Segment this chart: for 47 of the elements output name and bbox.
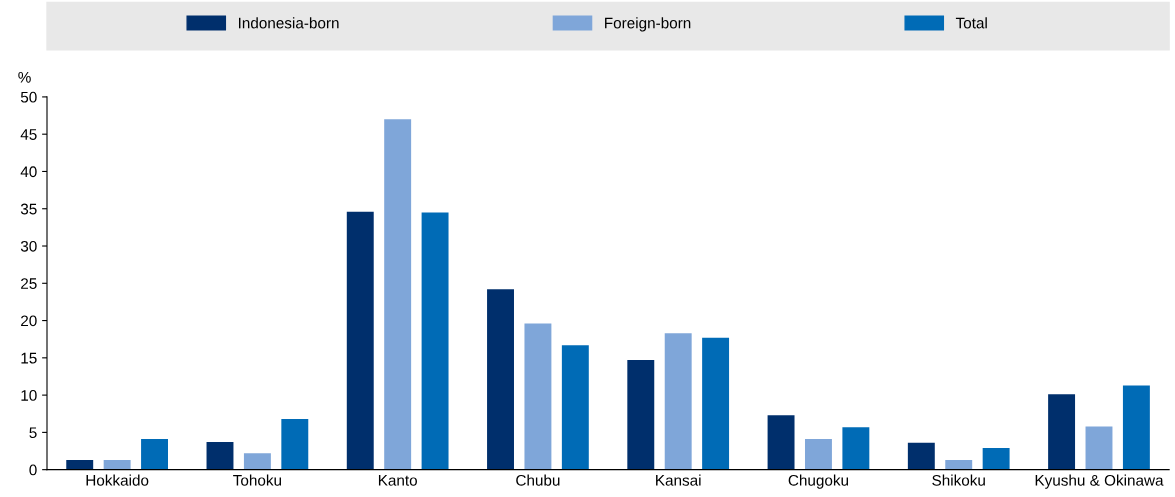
bar [805, 439, 832, 470]
bar [206, 442, 234, 470]
x-tick-label: Kansai [656, 474, 701, 486]
legend-label: Total [955, 17, 987, 29]
bar [627, 360, 655, 470]
legend-label: Indonesia-born [239, 17, 339, 29]
x-tick-label: Chugoku [788, 474, 849, 489]
bar [384, 119, 412, 470]
bar [243, 453, 271, 470]
bar [66, 459, 94, 470]
x-tick-label: Kanto [378, 475, 417, 486]
bar [103, 459, 131, 470]
y-tick-label: 15 [21, 352, 37, 364]
y-tick-label: 20 [21, 315, 37, 327]
x-tick-label: Chubu [516, 474, 560, 486]
y-tick-label: 0 [29, 464, 37, 476]
bar [421, 212, 449, 470]
bar [561, 345, 589, 470]
bar [945, 459, 973, 470]
bar [1048, 394, 1076, 470]
y-tick-label: 30 [20, 240, 37, 252]
bar [1085, 426, 1113, 470]
x-tick-label: Shikoku [932, 474, 985, 486]
bar [982, 448, 1010, 470]
bar [842, 427, 870, 470]
bar [346, 211, 374, 470]
x-tick-label: Tohoku [233, 474, 282, 486]
bar [767, 415, 795, 470]
bar [141, 439, 168, 470]
x-tick-label: Kyushu & Okinawa [1035, 474, 1164, 489]
y-axis-title: % [18, 71, 31, 83]
x-tick-label: Hokkaido [86, 474, 149, 486]
legend-label: Foreign-born [605, 17, 691, 32]
bar [907, 442, 935, 470]
bar [702, 337, 730, 470]
y-tick-label: 10 [21, 389, 37, 401]
y-tick-label: 40 [20, 166, 37, 178]
y-tick-label: 50 [20, 91, 37, 103]
bar [1122, 385, 1150, 470]
y-tick-label: 45 [20, 129, 37, 140]
y-tick-label: 5 [29, 427, 37, 439]
y-tick-label: 25 [21, 278, 37, 289]
bar [524, 323, 552, 470]
bar [281, 418, 309, 470]
bar [664, 333, 692, 470]
y-tick-label: 35 [20, 203, 37, 215]
bar [487, 289, 514, 470]
